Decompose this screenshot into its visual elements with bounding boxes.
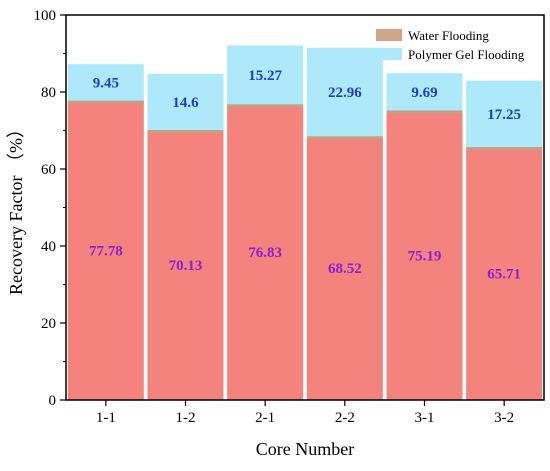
- y-tick-label-80: 80: [41, 85, 56, 101]
- bar-water-flooding-2-2: [306, 136, 383, 400]
- data-label-water-3-1: 75.19: [408, 248, 442, 264]
- x-tick-label-2-1: 2-1: [255, 410, 275, 426]
- legend-label-water-flooding: Water Flooding: [408, 28, 489, 43]
- bar-polymer-gel-flooding-2-1: [227, 45, 304, 105]
- data-labels-layer: 77.78 9.45 70.13 14.6 76.83 15.27 68.52 22.96 75…: [89, 68, 521, 283]
- x-axis-title: Core Number: [256, 439, 354, 459]
- legend-swatch-water-flooding: [376, 29, 402, 41]
- x-tick-label-1-1: 1-1: [96, 410, 116, 426]
- data-label-polymer-1-2: 14.6: [172, 95, 199, 111]
- bar-water-top-accent-1-1: [67, 100, 144, 104]
- y-tick-label-100: 100: [34, 8, 57, 24]
- data-label-polymer-2-2: 22.96: [328, 85, 362, 101]
- bars-layer: [67, 45, 543, 401]
- data-label-polymer-1-1: 9.45: [93, 75, 119, 91]
- data-label-polymer-3-2: 17.25: [487, 107, 521, 123]
- y-axis-title: Recovery Factor （%）: [6, 120, 26, 295]
- data-label-water-2-2: 68.52: [328, 261, 362, 277]
- bar-water-top-accent-3-2: [466, 147, 543, 151]
- x-tick-label-1-2: 1-2: [176, 410, 196, 426]
- y-tick-label-20: 20: [41, 316, 56, 332]
- bar-water-top-accent-2-1: [227, 104, 304, 108]
- y-tick-label-60: 60: [41, 162, 56, 178]
- bar-water-flooding-1-2: [147, 129, 224, 400]
- bar-water-top-accent-1-2: [147, 129, 224, 133]
- bar-polymer-gel-flooding-2-2: [306, 47, 383, 137]
- data-label-polymer-3-1: 9.69: [411, 85, 437, 101]
- data-label-water-2-1: 76.83: [248, 245, 282, 261]
- bar-water-flooding-3-2: [466, 147, 543, 400]
- legend-label-polymer-gel-flooding: Polymer Gel Flooding: [408, 47, 525, 62]
- x-axis: 1-1 1-2 2-1 2-2 3-1 3-2: [96, 400, 514, 426]
- bar-water-flooding-2-1: [227, 104, 304, 400]
- data-label-water-1-1: 77.78: [89, 243, 123, 259]
- data-label-water-3-2: 65.71: [487, 267, 521, 283]
- y-axis: 0 20 40 60 80 100: [34, 8, 66, 409]
- bar-polymer-gel-flooding-1-1: [67, 64, 144, 101]
- data-label-polymer-2-1: 15.27: [248, 68, 282, 84]
- bar-water-top-accent-3-1: [386, 110, 463, 114]
- data-label-water-1-2: 70.13: [169, 258, 203, 274]
- legend: Water Flooding Polymer Gel Flooding: [376, 28, 525, 62]
- x-tick-label-3-2: 3-2: [494, 410, 514, 426]
- x-tick-label-2-2: 2-2: [335, 410, 355, 426]
- bar-polymer-gel-flooding-3-2: [466, 80, 543, 148]
- legend-swatch-polymer-gel-flooding: [376, 48, 402, 60]
- y-tick-label-40: 40: [41, 239, 56, 255]
- bar-polymer-gel-flooding-1-2: [147, 73, 224, 130]
- bar-water-flooding-1-1: [67, 100, 144, 400]
- bar-water-top-accent-2-2: [306, 136, 383, 140]
- bar-water-flooding-3-1: [386, 110, 463, 401]
- x-tick-label-3-1: 3-1: [415, 410, 435, 426]
- y-tick-label-0: 0: [49, 393, 57, 409]
- bar-polymer-gel-flooding-3-1: [386, 73, 463, 111]
